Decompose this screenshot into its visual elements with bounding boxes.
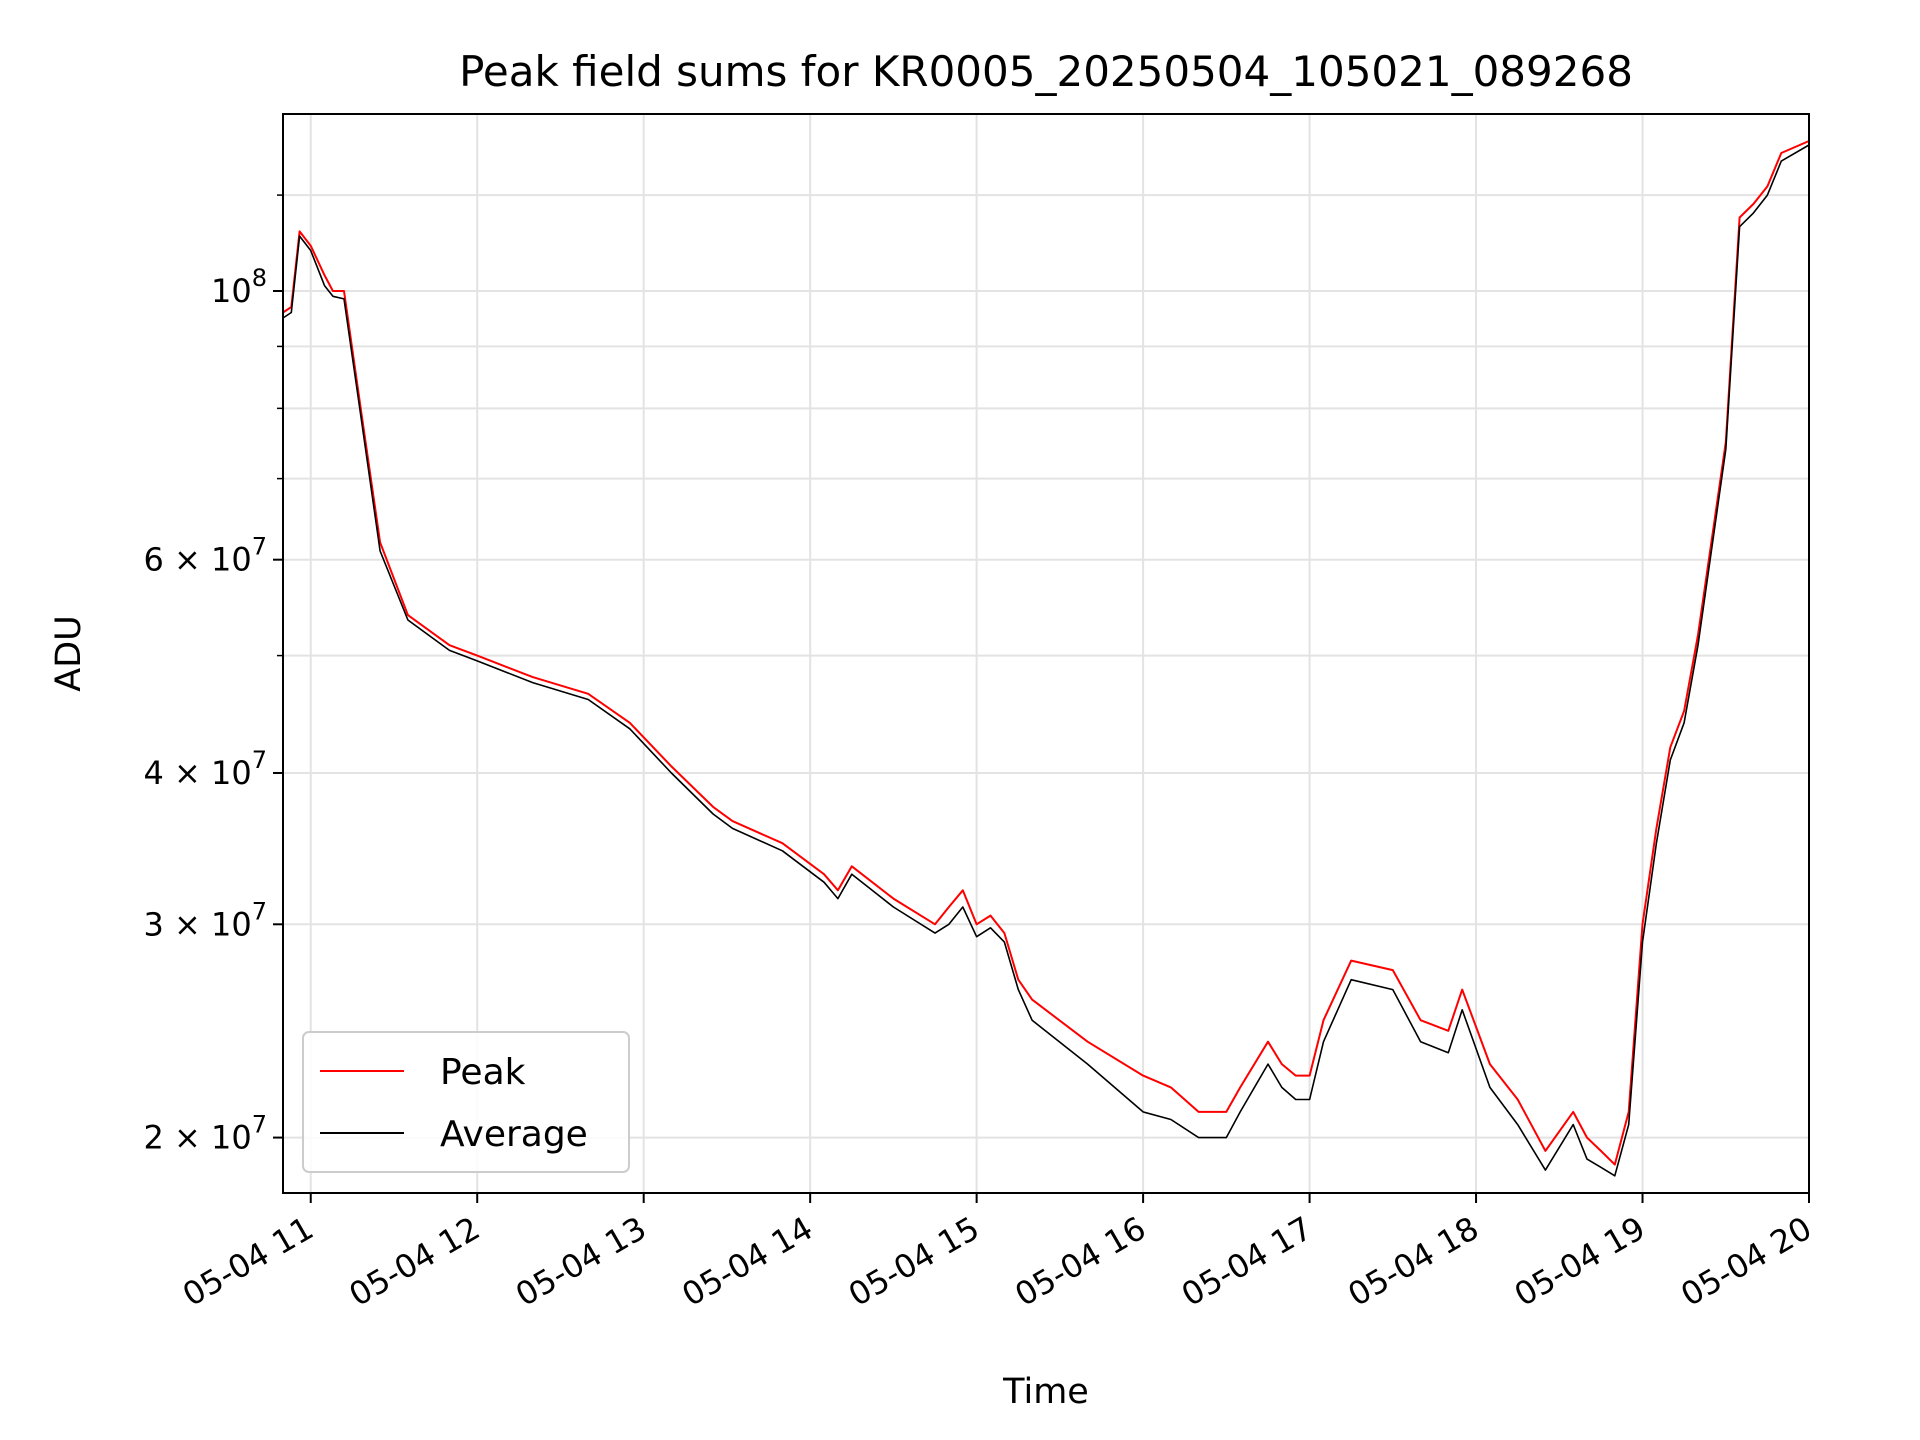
y-tick-label-exponent: 7	[252, 746, 267, 774]
y-tick-label: 3 × 107	[143, 897, 267, 943]
y-tick-label-base: 10	[211, 272, 252, 310]
y-tick-label-exponent: 7	[252, 533, 267, 561]
axes-frame	[282, 113, 1810, 1194]
y-axis-label: ADU	[49, 615, 89, 692]
chart-title: Peak field sums for KR0005_20250504_1050…	[459, 47, 1633, 96]
plot-area	[282, 140, 1810, 1177]
y-tick-label-base: 2 × 10	[143, 1119, 251, 1157]
y-tick-label: 108	[211, 264, 267, 310]
y-tick-label-base: 4 × 10	[143, 754, 251, 792]
y-tick-label-base: 3 × 10	[143, 905, 251, 943]
legend-box	[302, 1031, 630, 1173]
series-line-average	[282, 144, 1810, 1177]
series-line-peak	[282, 140, 1810, 1166]
y-tick-label: 2 × 107	[143, 1111, 267, 1157]
y-tick-label-exponent: 8	[252, 264, 267, 292]
y-tick-label-exponent: 7	[252, 897, 267, 925]
y-tick-label: 4 × 107	[143, 746, 267, 792]
y-tick-label-base: 6 × 10	[143, 541, 251, 579]
legend: Peak Average	[302, 1031, 630, 1173]
x-axis-label: Time	[1002, 1372, 1089, 1412]
legend-label-peak: Peak	[440, 1052, 526, 1093]
y-tick-label: 6 × 107	[143, 533, 267, 579]
legend-label-average: Average	[440, 1114, 588, 1155]
y-tick-label-exponent: 7	[252, 1111, 267, 1139]
